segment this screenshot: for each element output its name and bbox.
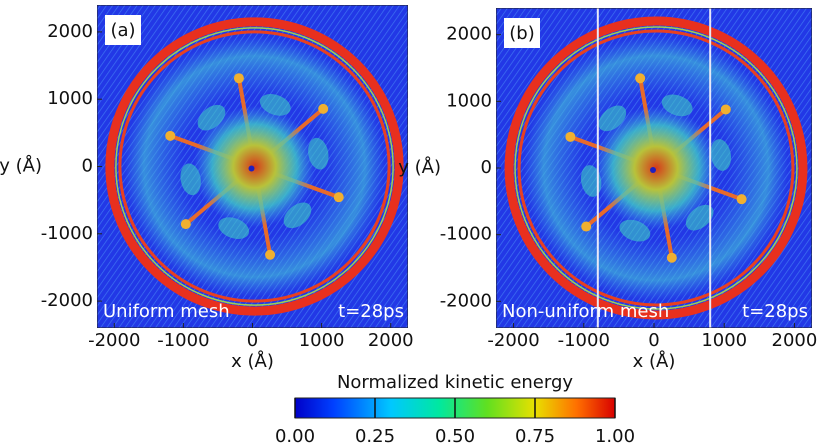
wave-ring-2 xyxy=(118,30,391,303)
colorbar-label: Normalized kinetic energy xyxy=(337,372,573,393)
y-axis-label: y (Å) xyxy=(398,156,441,178)
core xyxy=(594,106,718,230)
arm-tip xyxy=(233,73,244,84)
y-tick-label: 2000 xyxy=(47,21,93,42)
arm-tip xyxy=(265,249,276,260)
panel-label-box xyxy=(105,15,141,45)
core xyxy=(193,105,316,228)
panel-label: (a) xyxy=(110,20,135,41)
x-tick-label: 1000 xyxy=(299,330,345,351)
arm-tip xyxy=(720,104,731,115)
x-axis-label: x (Å) xyxy=(231,350,274,372)
x-tick-label: 0 xyxy=(247,330,258,351)
arm-tip xyxy=(736,194,747,205)
panel-label-box xyxy=(504,18,540,48)
center xyxy=(650,167,656,173)
heatmap-image xyxy=(97,5,408,328)
colorbar-tick-label: 0.00 xyxy=(275,426,315,447)
x-tick-label: -1000 xyxy=(157,330,209,351)
arm-tip xyxy=(333,192,344,203)
wave-ring xyxy=(105,17,404,316)
wave-ring-inner xyxy=(115,27,394,306)
x-tick-label: 1000 xyxy=(701,330,747,351)
y-tick-label: 0 xyxy=(82,156,93,177)
colorbar-tick-label: 0.50 xyxy=(435,426,475,447)
arm-tip xyxy=(165,130,176,141)
y-tick-label: -1000 xyxy=(41,223,93,244)
x-tick-label: -1000 xyxy=(558,330,610,351)
x-axis-label: x (Å) xyxy=(633,350,676,372)
heatmap-image xyxy=(496,8,812,328)
arm-tip xyxy=(180,219,191,230)
x-tick-label: -2000 xyxy=(88,330,140,351)
y-tick-label: 2000 xyxy=(446,24,492,45)
arm-tip xyxy=(565,131,576,142)
mesh-annotation: Uniform mesh xyxy=(103,301,230,322)
colorbar-tick-label: 1.00 xyxy=(595,426,635,447)
arm-tip xyxy=(635,73,646,84)
wave-ring xyxy=(504,16,808,320)
x-tick-label: 0 xyxy=(648,330,659,351)
panel-label: (b) xyxy=(509,23,534,44)
y-tick-label: 1000 xyxy=(446,90,492,111)
y-axis-label: y (Å) xyxy=(0,155,42,177)
mesh-annotation: Non-uniform mesh xyxy=(502,301,669,322)
y-tick-label: -2000 xyxy=(440,290,492,311)
center xyxy=(248,165,255,172)
time-annotation: t=28ps xyxy=(338,301,404,322)
x-tick-label: -2000 xyxy=(487,330,539,351)
arm-tip xyxy=(318,103,329,114)
arm-tip xyxy=(581,221,592,232)
colorbar-tick-label: 0.25 xyxy=(355,426,395,447)
y-tick-label: 0 xyxy=(481,157,492,178)
colorbar-tick-label: 0.75 xyxy=(515,426,555,447)
x-tick-label: 2000 xyxy=(368,330,414,351)
x-tick-label: 2000 xyxy=(772,330,818,351)
wave-ring-2 xyxy=(517,29,795,307)
arm-tip xyxy=(666,252,677,263)
time-annotation: t=28ps xyxy=(742,301,808,322)
y-tick-label: -2000 xyxy=(41,290,93,311)
y-tick-label: 1000 xyxy=(47,88,93,109)
wave-ring-inner xyxy=(514,26,798,310)
y-tick-label: -1000 xyxy=(440,224,492,245)
